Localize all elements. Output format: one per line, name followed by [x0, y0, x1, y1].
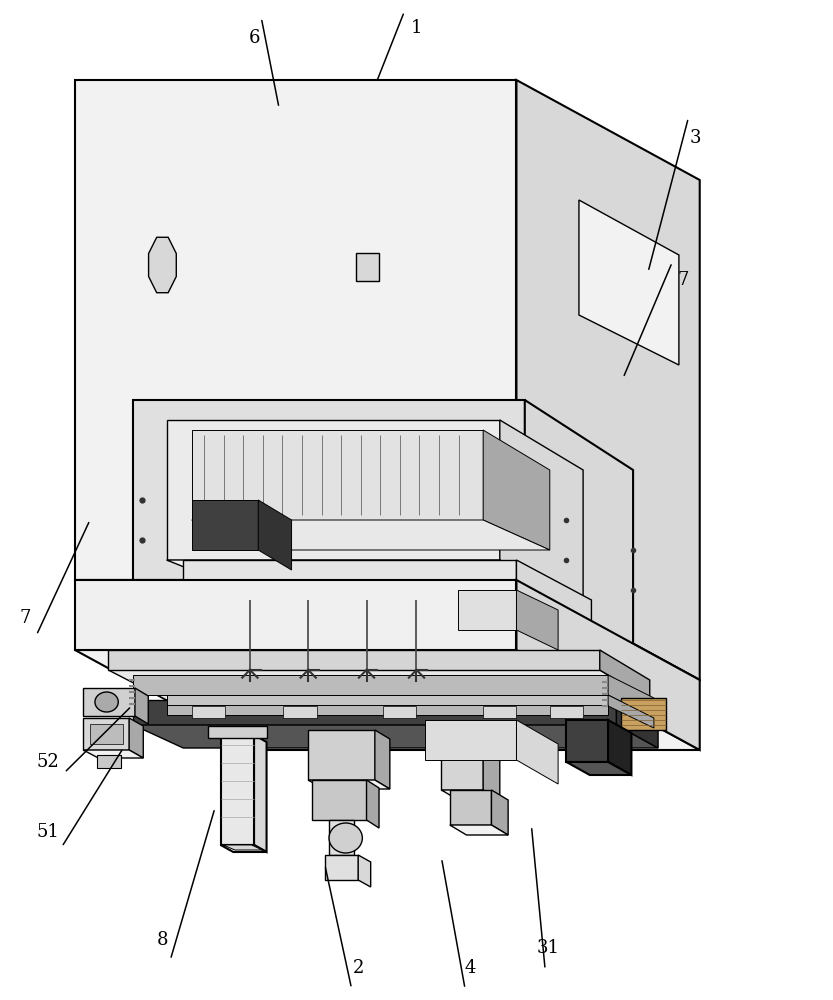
Polygon shape — [167, 560, 583, 600]
Polygon shape — [90, 724, 123, 744]
Polygon shape — [133, 700, 616, 725]
Polygon shape — [221, 845, 267, 852]
Polygon shape — [500, 420, 583, 600]
Polygon shape — [208, 726, 267, 738]
Polygon shape — [566, 762, 631, 775]
Polygon shape — [608, 720, 631, 775]
Polygon shape — [83, 718, 129, 750]
Polygon shape — [600, 650, 650, 700]
Polygon shape — [516, 80, 700, 680]
Polygon shape — [329, 820, 354, 855]
Polygon shape — [221, 735, 254, 845]
Polygon shape — [308, 730, 375, 780]
Polygon shape — [133, 400, 525, 580]
Text: 1: 1 — [411, 19, 422, 37]
Polygon shape — [566, 720, 608, 762]
Text: 6: 6 — [248, 29, 260, 47]
Polygon shape — [183, 560, 516, 600]
Polygon shape — [133, 675, 608, 695]
Polygon shape — [192, 500, 258, 550]
Polygon shape — [167, 420, 500, 560]
Polygon shape — [192, 430, 483, 520]
Polygon shape — [133, 580, 633, 650]
Polygon shape — [441, 790, 500, 800]
Polygon shape — [516, 560, 591, 630]
Text: 7: 7 — [19, 609, 31, 627]
Polygon shape — [325, 855, 358, 880]
Polygon shape — [458, 590, 516, 630]
Polygon shape — [167, 705, 608, 715]
Polygon shape — [192, 520, 550, 550]
Polygon shape — [483, 430, 550, 550]
Text: 2: 2 — [352, 959, 364, 977]
Polygon shape — [491, 790, 508, 835]
Polygon shape — [129, 718, 143, 758]
Polygon shape — [75, 650, 700, 750]
Text: 31: 31 — [536, 939, 560, 957]
Polygon shape — [192, 706, 225, 718]
Polygon shape — [483, 730, 500, 800]
Ellipse shape — [95, 692, 118, 712]
Polygon shape — [450, 790, 491, 825]
Polygon shape — [358, 855, 371, 887]
Polygon shape — [608, 675, 654, 718]
Polygon shape — [608, 695, 654, 728]
Text: 4: 4 — [465, 959, 476, 977]
Polygon shape — [223, 845, 262, 850]
Polygon shape — [83, 688, 135, 716]
Polygon shape — [483, 706, 516, 718]
Polygon shape — [621, 698, 666, 730]
Polygon shape — [375, 730, 390, 789]
Polygon shape — [108, 650, 600, 670]
Polygon shape — [283, 706, 317, 718]
Polygon shape — [148, 237, 177, 293]
Polygon shape — [258, 500, 292, 570]
Polygon shape — [308, 780, 390, 789]
Polygon shape — [367, 780, 379, 828]
Polygon shape — [75, 80, 516, 580]
Text: 51: 51 — [37, 823, 60, 841]
Polygon shape — [441, 730, 483, 790]
Text: 7: 7 — [677, 271, 689, 289]
Polygon shape — [516, 580, 700, 750]
Polygon shape — [254, 735, 267, 852]
Text: 3: 3 — [690, 129, 701, 147]
Polygon shape — [516, 590, 558, 650]
Bar — [356, 253, 379, 281]
Polygon shape — [450, 825, 508, 835]
Polygon shape — [108, 670, 650, 700]
Polygon shape — [616, 700, 658, 748]
Polygon shape — [75, 580, 700, 680]
Polygon shape — [425, 720, 516, 760]
Polygon shape — [75, 580, 516, 650]
Polygon shape — [167, 695, 608, 706]
Polygon shape — [579, 200, 679, 365]
Polygon shape — [312, 780, 367, 820]
Polygon shape — [97, 755, 121, 768]
Polygon shape — [383, 706, 416, 718]
Polygon shape — [83, 750, 143, 758]
Polygon shape — [525, 400, 633, 650]
Polygon shape — [516, 720, 558, 784]
Text: 8: 8 — [157, 931, 168, 949]
Polygon shape — [133, 725, 658, 748]
Ellipse shape — [329, 823, 362, 853]
Polygon shape — [135, 688, 148, 724]
Polygon shape — [550, 706, 583, 718]
Text: 52: 52 — [37, 753, 60, 771]
